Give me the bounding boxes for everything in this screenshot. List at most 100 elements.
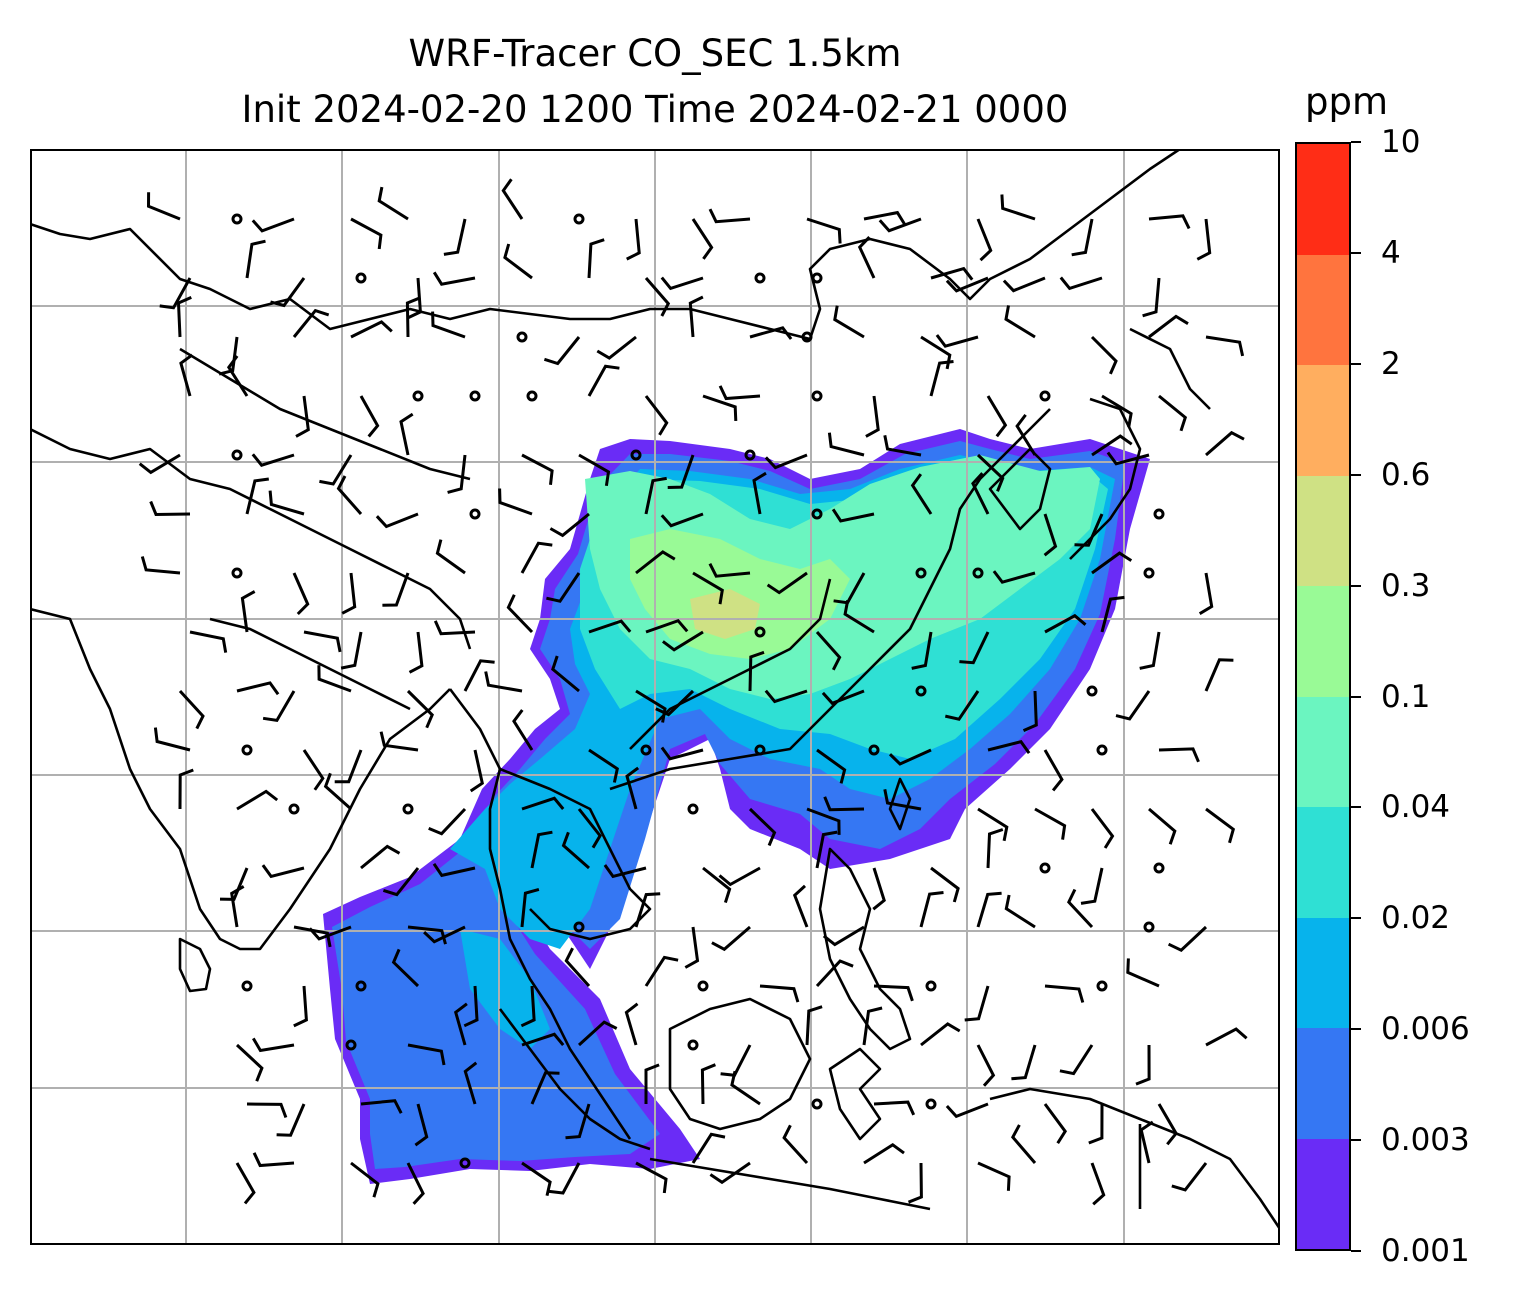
wind-barb	[986, 395, 1008, 438]
map-title-line1: WRF-Tracer CO_SEC 1.5km	[408, 32, 902, 75]
wind-barb	[865, 395, 880, 438]
wind-barb	[520, 541, 553, 574]
calm-wind-marker	[241, 744, 253, 756]
calm-wind-marker	[754, 272, 766, 284]
colorbar-segment	[1297, 254, 1349, 365]
wind-barb	[1101, 394, 1133, 428]
wind-barb	[334, 749, 363, 784]
wind-barb	[872, 867, 886, 911]
wind-barb	[350, 320, 393, 339]
calm-wind-marker	[754, 744, 766, 756]
colorbar-tick	[1351, 1139, 1361, 1142]
wind-barb	[691, 218, 714, 260]
wind-barb	[977, 807, 1009, 842]
wind-barb	[1002, 276, 1046, 293]
wind-barb	[406, 1162, 425, 1205]
wind-barb	[1088, 1103, 1104, 1145]
wind-barb	[428, 807, 467, 836]
wind-barb	[1004, 305, 1036, 339]
wind-barb	[503, 243, 533, 280]
wind-barb	[644, 1063, 660, 1104]
wind-barb	[749, 326, 793, 340]
wind-barb	[910, 473, 933, 515]
colorbar-segment	[1297, 917, 1349, 1028]
calm-wind-marker	[402, 803, 414, 815]
calm-wind-markers	[231, 213, 1165, 1169]
wind-barb	[700, 1063, 716, 1105]
wind-barb	[435, 539, 466, 575]
wind-barb	[691, 1132, 726, 1164]
wind-barb	[1135, 1044, 1151, 1086]
wind-barb	[399, 412, 414, 456]
wind-barb	[660, 276, 704, 291]
wind-barb	[498, 488, 533, 516]
wind-barb	[548, 1162, 581, 1195]
wind-barb	[1148, 214, 1191, 230]
calm-wind-marker	[925, 980, 937, 992]
calm-wind-marker	[459, 1157, 471, 1169]
wind-barb	[625, 766, 640, 810]
wind-barb	[1126, 958, 1160, 988]
wind-barb	[520, 887, 540, 928]
wind-barb	[379, 731, 419, 752]
wind-barb	[153, 727, 191, 752]
wind-barb	[236, 681, 280, 696]
wind-barb	[360, 844, 401, 870]
map-title-line2: Init 2024-02-20 1200 Time 2024-02-21 000…	[241, 88, 1069, 131]
wind-barb	[406, 689, 434, 729]
wind-barb	[405, 296, 421, 338]
wind-barb	[644, 277, 671, 317]
calm-wind-marker	[516, 331, 528, 343]
wind-barb	[270, 277, 306, 308]
calm-wind-marker	[754, 626, 766, 638]
wind-barb	[377, 186, 409, 221]
wind-barb	[588, 619, 632, 634]
colorbar-tick	[1351, 473, 1361, 476]
calm-wind-marker	[972, 567, 984, 579]
wind-barb	[1167, 925, 1208, 952]
wind-barb	[235, 1043, 264, 1082]
wind-barb	[520, 985, 536, 1028]
wind-barb	[262, 690, 296, 723]
wind-barb	[443, 218, 467, 256]
wind-barb	[245, 239, 266, 279]
wind-barb	[432, 271, 476, 286]
colorbar-tick-label: 0.04	[1381, 789, 1451, 826]
wind-barb	[382, 572, 410, 607]
calm-wind-marker	[915, 685, 927, 697]
wind-barb	[1205, 1027, 1248, 1047]
wind-barb	[692, 571, 724, 605]
wind-barb	[603, 864, 647, 879]
wind-barb	[748, 650, 765, 692]
wind-barb	[815, 830, 838, 869]
colorbar-segment	[1297, 144, 1349, 255]
wind-barb	[1205, 335, 1245, 357]
wind-barb	[644, 476, 667, 515]
wind-barb	[1000, 194, 1036, 221]
calm-wind-marker	[811, 1098, 823, 1110]
colorbar-tick-label: 0.3	[1381, 567, 1431, 604]
wind-barb	[1004, 894, 1036, 929]
wind-barb	[976, 453, 1005, 492]
wind-barb	[453, 1002, 468, 1046]
wind-barb	[1142, 277, 1161, 318]
colorbar-segment	[1297, 1028, 1349, 1139]
calm-wind-marker	[231, 213, 243, 225]
wind-barb	[530, 830, 553, 869]
colorbar-tick	[1351, 251, 1361, 254]
wind-barb	[1010, 1124, 1037, 1164]
map-gridlines	[30, 149, 1280, 1245]
wind-barb	[977, 1161, 1011, 1191]
wind-barb	[1011, 1044, 1037, 1081]
wind-barb	[530, 1071, 560, 1105]
wind-barb	[863, 210, 907, 226]
wind-barb	[1205, 430, 1245, 457]
wind-barb	[635, 1161, 668, 1194]
wind-barb	[959, 631, 990, 665]
wind-barb	[407, 925, 447, 945]
colorbar	[1295, 142, 1351, 1251]
wind-barb	[944, 690, 980, 721]
wind-barb	[748, 807, 777, 847]
colorbar-unit-label: ppm	[1305, 80, 1389, 123]
colorbar-segment	[1297, 586, 1349, 697]
